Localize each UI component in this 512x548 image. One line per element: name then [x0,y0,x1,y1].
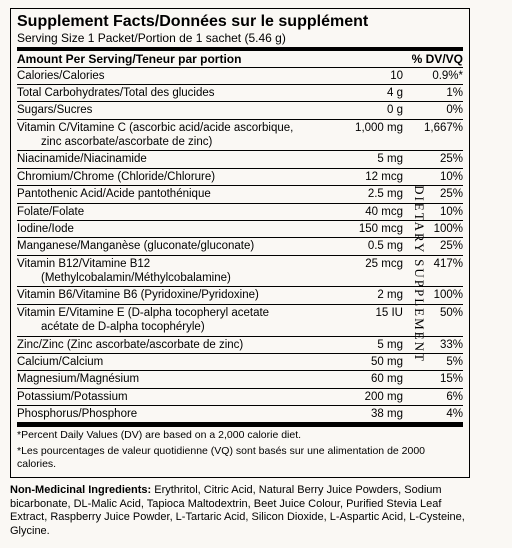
nutrient-name: Zinc/Zinc (Zinc ascorbate/ascorbate de z… [17,338,327,352]
table-row: Folate/Folate40 mcg10% [17,204,463,221]
nutrient-dv: 0% [403,103,463,117]
header-amount: Amount Per Serving/Teneur par portion [17,52,393,66]
nutrient-amount: 12 mcg [327,170,403,184]
nutrient-amount: 150 mcg [327,222,403,236]
table-row: Phosphorus/Phosphore38 mg4% [17,406,463,423]
nutrient-name: Total Carbohydrates/Total des glucides [17,86,327,100]
table-row: Calcium/Calcium50 mg5% [17,354,463,371]
nutrient-dv: 15% [403,372,463,386]
table-header: Amount Per Serving/Teneur par portion % … [17,52,463,68]
header-dv: % DV/VQ [393,52,463,66]
nutrient-name: Vitamin E/Vitamine E (D-alpha tocopheryl… [17,306,327,335]
nutrient-dv: 4% [403,407,463,421]
nutrient-amount: 0.5 mg [327,239,403,253]
nutrient-dv: 1,667% [403,121,463,150]
nutrient-name: Iodine/Iode [17,222,327,236]
nutrient-amount: 15 IU [327,306,403,335]
nutrient-dv: 25% [403,152,463,166]
nutrient-name: Magnesium/Magnésium [17,372,327,386]
table-row: Vitamin C/Vitamine C (ascorbic acid/acid… [17,120,463,152]
panel-title: Supplement Facts/Données sur le suppléme… [17,13,463,31]
table-row: Pantothenic Acid/Acide pantothénique2.5 … [17,186,463,203]
nutrient-name: Manganese/Manganèse (gluconate/gluconate… [17,239,327,253]
nutrient-amount: 4 g [327,86,403,100]
nutrient-amount: 40 mcg [327,205,403,219]
nutrient-name-sub: zinc ascorbate/ascorbate de zinc) [17,135,323,149]
nutrient-dv: 0.9%* [403,69,463,83]
nutrient-amount: 5 mg [327,338,403,352]
nutrient-amount: 2 mg [327,288,403,302]
nutrient-rows: Calories/Calories100.9%*Total Carbohydra… [17,68,463,424]
table-row: Iodine/Iode150 mcg100% [17,221,463,238]
table-row: Vitamin E/Vitamine E (D-alpha tocopheryl… [17,305,463,337]
table-row: Total Carbohydrates/Total des glucides4 … [17,85,463,102]
footnote-en: *Percent Daily Values (DV) are based on … [17,427,463,442]
non-medicinal: Non-Medicinal Ingredients: Erythritol, C… [10,484,470,539]
nutrient-amount: 1,000 mg [327,121,403,150]
nutrient-name: Phosphorus/Phosphore [17,407,327,421]
nutrient-amount: 200 mg [327,390,403,404]
table-row: Calories/Calories100.9%* [17,68,463,85]
nutrient-dv: 6% [403,390,463,404]
nutrient-name: Vitamin B6/Vitamine B6 (Pyridoxine/Pyrid… [17,288,327,302]
footnote-fr: *Les pourcentages de valeur quotidienne … [17,443,463,471]
table-row: Magnesium/Magnésium60 mg15% [17,371,463,388]
nutrient-amount: 5 mg [327,152,403,166]
nutrient-amount: 25 mcg [327,257,403,286]
nutrient-name: Folate/Folate [17,205,327,219]
nutrient-name: Pantothenic Acid/Acide pantothénique [17,187,327,201]
table-row: Potassium/Potassium200 mg6% [17,389,463,406]
nutrient-name-sub: (Methylcobalamin/Méthylcobalamine) [17,271,323,285]
table-row: Manganese/Manganèse (gluconate/gluconate… [17,238,463,255]
nutrient-amount: 10 [327,69,403,83]
nutrient-name: Niacinamide/Niacinamide [17,152,327,166]
nutrient-name: Calcium/Calcium [17,355,327,369]
nutrient-amount: 50 mg [327,355,403,369]
table-row: Sugars/Sucres0 g0% [17,102,463,119]
nutrient-amount: 2.5 mg [327,187,403,201]
nutrient-dv: 1% [403,86,463,100]
nutrient-name: Vitamin C/Vitamine C (ascorbic acid/acid… [17,121,327,150]
table-row: Vitamin B6/Vitamine B6 (Pyridoxine/Pyrid… [17,287,463,304]
nutrient-name-sub: acétate de D-alpha tocophéryle) [17,320,323,334]
nutrient-amount: 38 mg [327,407,403,421]
non-medicinal-label: Non-Medicinal Ingredients: [10,484,151,496]
serving-size: Serving Size 1 Packet/Portion de 1 sache… [17,31,463,45]
table-row: Zinc/Zinc (Zinc ascorbate/ascorbate de z… [17,337,463,354]
supplement-facts-panel: Supplement Facts/Données sur le suppléme… [10,8,470,478]
nutrient-amount: 60 mg [327,372,403,386]
nutrient-name: Potassium/Potassium [17,390,327,404]
rule-top [17,47,463,51]
table-row: Vitamin B12/Vitamine B12(Methylcobalamin… [17,256,463,288]
nutrient-name: Chromium/Chrome (Chloride/Chlorure) [17,170,327,184]
nutrient-name: Calories/Calories [17,69,327,83]
nutrient-dv: 10% [403,170,463,184]
side-label: DIETARY SUPPLEMENT [411,185,427,363]
nutrient-amount: 0 g [327,103,403,117]
table-row: Chromium/Chrome (Chloride/Chlorure)12 mc… [17,169,463,186]
nutrient-name: Sugars/Sucres [17,103,327,117]
nutrient-name: Vitamin B12/Vitamine B12(Methylcobalamin… [17,257,327,286]
table-row: Niacinamide/Niacinamide5 mg25% [17,151,463,168]
